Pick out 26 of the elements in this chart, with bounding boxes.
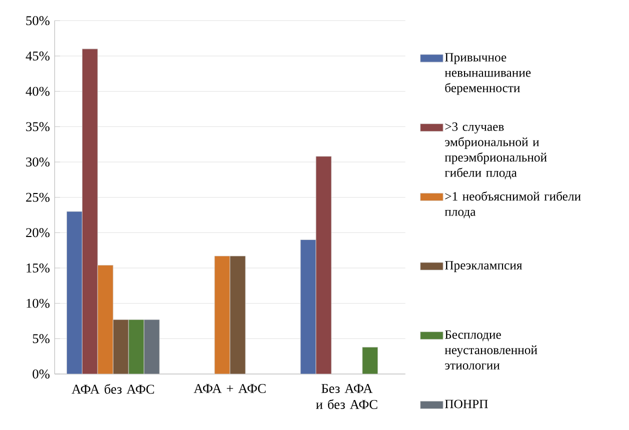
x-tick-label: АФА без АФС: [72, 384, 154, 394]
legend-label: ПОНРП: [444, 400, 488, 408]
legend-label: >3 случаев эмбриональной и преэмбриональной гибели плода: [444, 122, 547, 180]
bar: [97, 264, 114, 374]
legend-label: Бесплодие неустановленной этиологии: [444, 330, 538, 370]
y-tick-label: 0%: [32, 369, 50, 379]
y-tick-label: 30%: [26, 157, 50, 167]
x-tick-label: Без АФА и без АФС: [316, 384, 378, 409]
y-tick-label: 25%: [26, 192, 50, 202]
y-tick-label: 40%: [26, 86, 50, 96]
legend-label: Привычное невынашивание беременности: [444, 53, 531, 95]
y-tick-label: 10%: [26, 298, 50, 308]
legend-label: Преэклампсия: [444, 261, 522, 272]
y-tick-label: 20%: [26, 228, 50, 238]
bar: [66, 211, 82, 374]
bar: [214, 256, 230, 374]
y-tick-label: 50%: [26, 16, 50, 26]
y-tick-label: 15%: [26, 263, 50, 273]
bar: [300, 240, 316, 374]
bar: [128, 319, 144, 374]
x-tick-label: АФА + АФС: [194, 384, 266, 393]
y-tick-label: 45%: [26, 51, 50, 61]
bar: [362, 346, 378, 374]
y-tick-label: 35%: [26, 122, 50, 132]
legend-label: >1 необъяснимой гибели плода: [444, 191, 581, 218]
y-tick-label: 5%: [32, 334, 50, 344]
